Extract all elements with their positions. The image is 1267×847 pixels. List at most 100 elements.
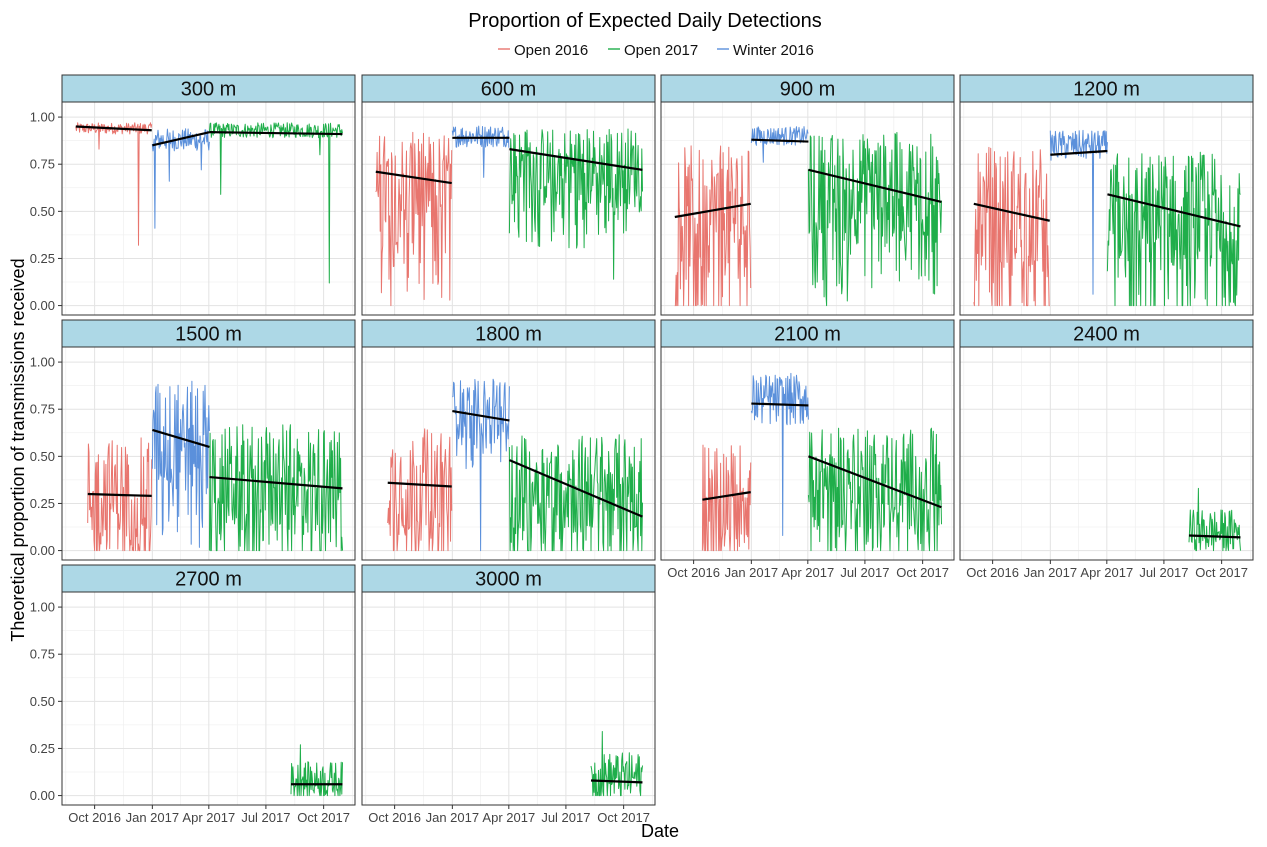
series-line (208, 424, 343, 552)
plot-area (960, 347, 1253, 560)
plot-area (661, 102, 954, 315)
facet-panel: 600 m (361, 74, 656, 316)
facet-panel: 1200 m (959, 74, 1254, 316)
x-tick-label: Jul 2017 (1139, 565, 1188, 580)
trend-line (973, 202, 1050, 222)
trend-line (387, 481, 452, 488)
series-line (387, 428, 453, 552)
x-tick-label: Jan 2017 (426, 810, 480, 825)
facet-label: 2100 m (774, 324, 841, 346)
y-tick-label: 0.50 (30, 449, 55, 464)
plot-area (362, 102, 655, 315)
y-axis-label: Theoretical proportion of transmissions … (8, 258, 28, 641)
trend-line (808, 168, 942, 203)
facet-panel: 1800 m (361, 319, 656, 561)
x-axis-label: Date (641, 821, 679, 841)
x-tick-label: Oct 2016 (368, 810, 421, 825)
y-tick-label: 0.00 (30, 788, 55, 803)
trend-line (1107, 193, 1241, 228)
series-line (973, 146, 1050, 307)
trend-line (1050, 149, 1108, 156)
facet-panel: 2700 m 0.00 0.25 0.50 0.75 1.00 Oct 2016 Jan 20… (30, 564, 356, 825)
trend-line (674, 202, 751, 219)
legend-entry: Open 2016 (498, 42, 588, 59)
facet-label: 300 m (181, 79, 237, 101)
series-line (1106, 151, 1241, 307)
y-tick-label: 0.75 (30, 157, 55, 172)
facet-strip (361, 564, 656, 593)
y-tick-label: 0.50 (30, 204, 55, 219)
x-tick-label: Jul 2017 (241, 810, 290, 825)
panel-border (959, 101, 1254, 316)
legend-entry: Open 2017 (608, 42, 698, 59)
trend-line (751, 402, 809, 407)
facet-panel: 1500 m 0.00 0.25 0.50 0.75 1.00 (30, 319, 356, 561)
x-tick-label: Oct 2017 (597, 810, 650, 825)
trend-line (452, 410, 510, 422)
plot-area (62, 347, 355, 560)
facet-label: 1500 m (175, 324, 242, 346)
trend-line (702, 491, 751, 501)
facet-panel: 2100 m Oct 2016 Jan 2017 Apr 2017 Jul 2017 Oc… (660, 319, 955, 580)
x-tick-label: Jan 2017 (725, 565, 779, 580)
x-tick-label: Jul 2017 (840, 565, 889, 580)
plot-area (62, 102, 355, 315)
y-tick-label: 0.00 (30, 543, 55, 558)
series-line (508, 128, 643, 280)
y-tick-label: 0.50 (30, 694, 55, 709)
facet-strip (959, 319, 1254, 348)
trend-line (209, 131, 343, 136)
legend-label: Winter 2016 (733, 42, 814, 59)
facet-strip (361, 319, 656, 348)
y-tick-label: 1.00 (30, 600, 55, 615)
x-tick-label: Oct 2017 (297, 810, 350, 825)
facet-label: 2400 m (1073, 324, 1140, 346)
x-tick-label: Apr 2017 (781, 565, 834, 580)
facet-panel: 3000 m Oct 2016 Jan 2017 Apr 2017 Jul 2017 Oc… (361, 564, 656, 825)
plot-area (960, 102, 1253, 315)
trend-line (75, 125, 152, 132)
y-tick-label: 1.00 (30, 355, 55, 370)
series-line (807, 427, 942, 552)
panel-border (61, 101, 356, 316)
y-tick-label: 1.00 (30, 110, 55, 125)
trend-line (375, 170, 452, 185)
x-tick-label: Oct 2017 (896, 565, 949, 580)
y-tick-label: 0.75 (30, 647, 55, 662)
x-tick-label: Apr 2017 (1080, 565, 1133, 580)
x-tick-label: Oct 2017 (1195, 565, 1248, 580)
plot-area (362, 347, 655, 560)
series-line (1049, 129, 1108, 295)
trend-line (509, 148, 643, 171)
x-tick-label: Apr 2017 (182, 810, 235, 825)
facet-strip (61, 74, 356, 103)
facet-strip (660, 74, 955, 103)
facet-panel: 300 m 0.00 0.25 0.50 0.75 1.00 (30, 74, 356, 316)
series-line (75, 122, 153, 246)
series-line (1188, 487, 1241, 552)
trend-line (1188, 534, 1241, 539)
series-line (674, 145, 752, 307)
series-line (87, 437, 153, 552)
trend-line (590, 779, 643, 784)
facet-panels: 300 m 0.00 0.25 0.50 0.75 1.00 600 m 900 m 1200 … (30, 74, 1254, 825)
y-tick-label: 0.75 (30, 402, 55, 417)
panel-border (361, 101, 656, 316)
legend: Open 2016 Open 2017 Winter 2016 (498, 42, 814, 59)
x-tick-label: Oct 2016 (68, 810, 121, 825)
facet-panel: 2400 m Oct 2016 Jan 2017 Apr 2017 Jul 2017 Oc… (959, 319, 1254, 580)
trend-line (152, 428, 210, 448)
x-tick-label: Jul 2017 (541, 810, 590, 825)
y-tick-label: 0.00 (30, 298, 55, 313)
facet-panel: 900 m (660, 74, 955, 316)
panel-border (361, 346, 656, 561)
plot-area (362, 592, 655, 805)
legend-entry: Winter 2016 (717, 42, 814, 59)
legend-label: Open 2016 (514, 42, 588, 59)
facet-label: 3000 m (475, 569, 542, 591)
facet-label: 1200 m (1073, 79, 1140, 101)
facet-strip (61, 564, 356, 593)
series-line (701, 444, 752, 552)
y-tick-label: 0.25 (30, 496, 55, 511)
